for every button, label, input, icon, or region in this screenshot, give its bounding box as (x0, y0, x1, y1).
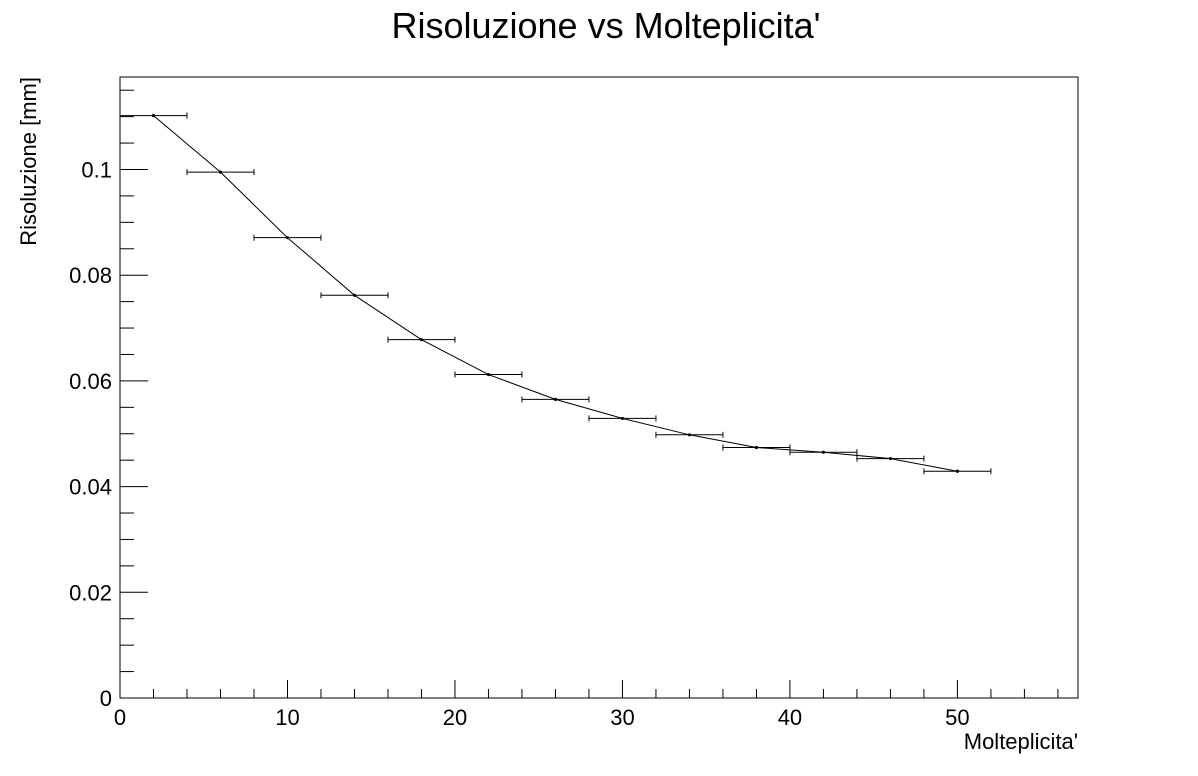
y-tick-label: 0.08 (69, 263, 112, 288)
data-point (486, 372, 491, 377)
y-tick-label: 0.1 (81, 157, 112, 182)
x-tick-label: 10 (275, 705, 299, 730)
y-tick-label: 0.06 (69, 369, 112, 394)
data-point (285, 236, 290, 240)
data-point (821, 450, 826, 454)
data-point (955, 469, 960, 473)
x-axis-title: Molteplicita' (964, 729, 1078, 754)
x-axis: 0 10 20 30 40 50 (114, 680, 1059, 730)
data-point (888, 456, 893, 461)
x-tick-label: 0 (114, 705, 126, 730)
y-tick-label: 0.02 (69, 580, 112, 605)
x-tick-label: 40 (778, 705, 802, 730)
data-point (553, 397, 558, 401)
data-point (754, 445, 759, 450)
data-layer (119, 112, 992, 475)
y-tick-label: 0 (100, 686, 112, 711)
x-tick-label: 20 (443, 705, 467, 730)
data-point (151, 113, 156, 118)
data-point (620, 416, 625, 421)
chart-title: Risoluzione vs Molteplicita' (391, 5, 820, 46)
x-tick-label: 30 (610, 705, 634, 730)
series-line (153, 115, 958, 472)
y-axis-title: Risoluzione [mm] (16, 77, 41, 246)
plot-frame (119, 76, 1079, 699)
data-point (352, 293, 357, 297)
data-point (419, 338, 424, 342)
data-point (218, 170, 223, 174)
x-tick-label: 50 (945, 705, 969, 730)
y-tick-label: 0.04 (69, 475, 112, 500)
data-point (687, 433, 692, 437)
y-axis: 0 0.02 0.04 0.06 0.08 0.1 (69, 89, 148, 711)
